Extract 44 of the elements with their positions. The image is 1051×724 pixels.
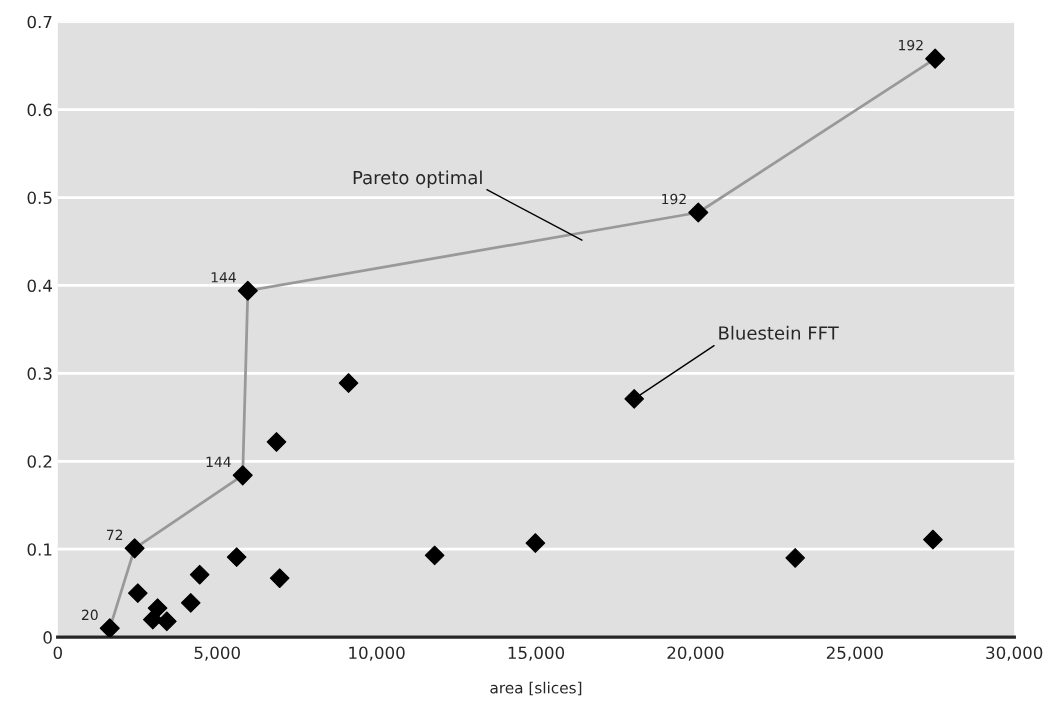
point: [127, 583, 148, 604]
annotation: 20: [82, 609, 98, 621]
x-tick-label: 20,000: [667, 646, 724, 661]
x-tick-label: 5,000: [194, 646, 240, 661]
point: [99, 618, 120, 638]
point: [226, 547, 247, 567]
annotation: 192: [662, 193, 686, 205]
x-tick-label: 25,000: [826, 646, 883, 661]
annotation: 144: [211, 272, 236, 283]
point: [156, 611, 177, 632]
y-tick-label: 0.5: [27, 191, 52, 205]
x-axis-title: area [slices]: [490, 681, 582, 696]
point: [269, 568, 290, 589]
point: [688, 202, 709, 223]
y-tick-label: 0.7: [27, 15, 52, 29]
y-tick-label: 0: [43, 631, 52, 644]
point: [266, 432, 287, 452]
y-tick-label: 0.1: [27, 543, 52, 556]
point: [525, 533, 546, 553]
x-tick-label: 30,000: [986, 646, 1043, 661]
point: [232, 465, 253, 486]
point: [338, 373, 359, 393]
annotation: Pareto optimal: [353, 170, 482, 188]
annotation: 192: [899, 39, 923, 51]
annotation: 144: [206, 456, 231, 467]
x-tick-label: 15,000: [508, 646, 565, 661]
point: [142, 609, 163, 630]
point: [124, 538, 145, 559]
x-tick-label: 10,000: [349, 646, 405, 661]
x-tick-label: 0: [53, 646, 62, 660]
y-tick-label: 0.3: [27, 367, 52, 380]
point: [785, 548, 806, 568]
y-tick-label: 0.4: [27, 279, 53, 293]
annotation: 72: [106, 529, 123, 540]
y-tick-label: 0.2: [27, 455, 52, 468]
y-tick-label: 0.6: [27, 103, 52, 117]
point: [624, 389, 645, 409]
annotation: Bluestein FFT: [719, 325, 839, 340]
point: [424, 545, 445, 566]
point: [925, 48, 946, 69]
point: [180, 592, 201, 613]
point: [923, 529, 943, 550]
point: [189, 564, 210, 585]
point: [237, 280, 258, 301]
